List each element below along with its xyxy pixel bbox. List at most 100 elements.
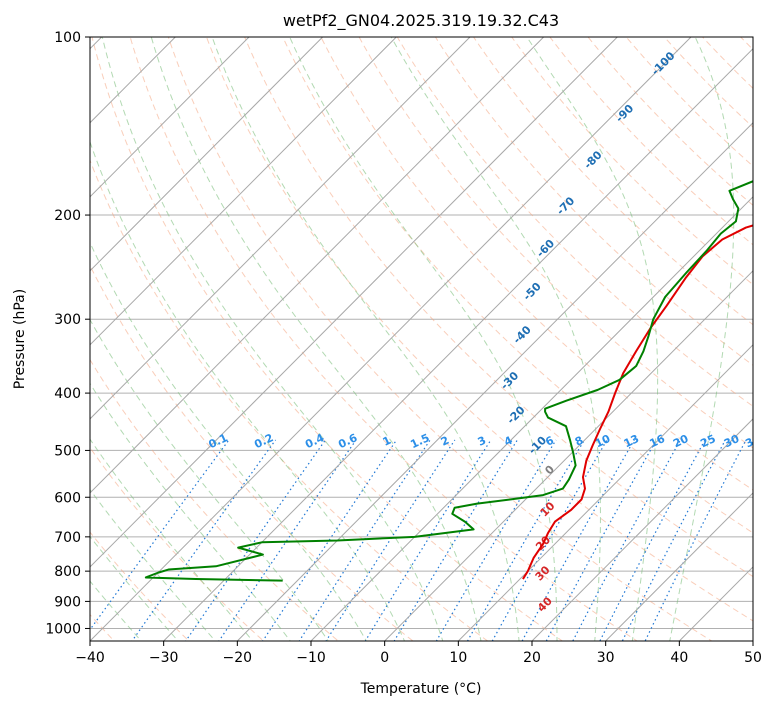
- y-tick-label: 800: [54, 564, 81, 580]
- x-tick-label: −40: [75, 650, 105, 666]
- mixing-ratio-label: 36: [743, 432, 763, 450]
- mixing-ratio-line: [393, 439, 518, 641]
- mixing-ratio-label: 25: [698, 432, 717, 450]
- isotherm-line: [310, 196, 753, 641]
- dry-adiabat: [739, 37, 753, 51]
- mixing-ratio-line: [599, 439, 706, 641]
- mixing-ratio-label: 13: [622, 432, 641, 450]
- moist-adiabat: [390, 37, 601, 641]
- isotherm-line: [457, 344, 753, 641]
- adiabat-label: 40: [535, 594, 555, 614]
- moist-adiabats: [90, 37, 735, 641]
- dry-adiabat: [244, 37, 753, 578]
- dry-adiabat: [701, 37, 753, 89]
- dry-adiabat: [511, 37, 753, 286]
- isotherm-line: [90, 37, 397, 346]
- moist-adiabat: [211, 37, 520, 641]
- chart-title: wetPf2_GN04.2025.319.19.32.C43: [283, 11, 559, 31]
- x-tick-label: 40: [670, 650, 688, 666]
- moist-adiabat: [669, 37, 735, 641]
- isotherm-line: [678, 566, 753, 641]
- mixing-ratio-line: [435, 439, 557, 641]
- x-tick-label: −30: [149, 650, 179, 666]
- temperature-profile-line: [522, 224, 753, 580]
- y-tick-label: 1000: [45, 621, 81, 637]
- dry-adiabat: [434, 37, 753, 366]
- mixing-ratio-label: 2: [439, 434, 451, 449]
- dry-adiabat: [472, 37, 753, 326]
- skewed-isotherms: [90, 37, 753, 641]
- dry-adiabat: [587, 37, 753, 206]
- moist-adiabat: [90, 438, 254, 641]
- mixing-ratio-line: [218, 439, 357, 641]
- mixing-ratio-label: 1.5: [408, 431, 431, 451]
- y-tick-label: 300: [54, 312, 81, 328]
- mixing-ratio-line: [325, 439, 456, 641]
- profile-series: [144, 180, 753, 582]
- isotherm-line: [236, 122, 753, 641]
- adiabat-label: -40: [511, 323, 534, 346]
- dry-adiabat: [205, 37, 753, 622]
- x-tick-label: 30: [597, 650, 615, 666]
- moist-adiabat: [289, 37, 558, 641]
- isotherm-line: [605, 492, 753, 641]
- x-tick-label: 10: [449, 650, 467, 666]
- mixing-ratio-label: 0.4: [303, 431, 326, 451]
- mixing-ratio-line: [545, 439, 657, 641]
- dry-adiabat: [358, 37, 753, 449]
- mixing-ratio-line: [298, 439, 431, 641]
- x-tick-label: −10: [296, 650, 326, 666]
- moist-adiabat: [90, 318, 329, 641]
- dry-adiabat: [663, 37, 753, 128]
- dewpoint-profile-line: [144, 180, 753, 582]
- moist-adiabat: [90, 140, 406, 641]
- mixing-ratio-line: [572, 439, 681, 641]
- mixing-ratio-line: [185, 439, 326, 641]
- mixing-ratio-line: [364, 439, 492, 641]
- adiabat-label: -30: [498, 369, 521, 392]
- adiabat-label: -20: [504, 403, 527, 426]
- moist-adiabat: [90, 535, 179, 641]
- plot-frame: [89, 36, 754, 642]
- mixing-ratio-label: 10: [593, 432, 613, 450]
- dry-adiabat: [129, 37, 638, 641]
- dry-adiabat: [91, 37, 564, 641]
- adiabat-label: 30: [533, 563, 553, 583]
- isotherm-line: [384, 270, 753, 641]
- x-tick-label: 0: [380, 650, 389, 666]
- mixing-ratio-label: 0.2: [252, 431, 275, 451]
- y-axis-label: Pressure (hPa): [12, 289, 28, 389]
- dry-adiabat: [396, 37, 753, 407]
- moist-adiabat: [101, 37, 444, 641]
- isotherm-line: [531, 418, 753, 641]
- mixing-ratio-label: 16: [648, 432, 668, 450]
- y-tick-label: 900: [54, 594, 81, 610]
- isotherm-line: [90, 37, 545, 494]
- x-tick-label: 50: [744, 650, 762, 666]
- isotherm-line: [163, 47, 753, 641]
- dry-adiabat: [320, 37, 753, 491]
- mixing-ratio-line: [521, 439, 635, 641]
- isotherm-line: [90, 37, 692, 641]
- dry-adiabat: [90, 158, 489, 641]
- moist-adiabat: [90, 382, 291, 641]
- mixing-ratio-line: [131, 439, 277, 641]
- isobar-gridlines: [90, 37, 753, 629]
- y-tick-label: 400: [54, 386, 81, 402]
- mixing-ratio-label: 0.6: [336, 431, 359, 451]
- y-tick-label: 100: [54, 30, 81, 46]
- dry-adiabat: [167, 37, 713, 641]
- moist-adiabat: [150, 37, 482, 641]
- mixing-ratio-lines: [90, 439, 747, 641]
- dry-adiabat: [90, 264, 414, 641]
- dry-adiabat: [282, 37, 753, 534]
- adiabat-label: 10: [538, 499, 558, 519]
- x-axis-label: Temperature (°C): [360, 681, 482, 697]
- x-tick-label: −20: [223, 650, 253, 666]
- x-axis-ticks: −40 −30 −20 −10 0 10 20 30 40 50: [75, 641, 762, 666]
- adiabat-label: -70: [554, 194, 577, 217]
- isotherm-line: [90, 37, 618, 568]
- y-tick-label: 500: [54, 443, 81, 459]
- isotherm-line: [90, 37, 324, 272]
- adiabat-label: -90: [613, 102, 636, 125]
